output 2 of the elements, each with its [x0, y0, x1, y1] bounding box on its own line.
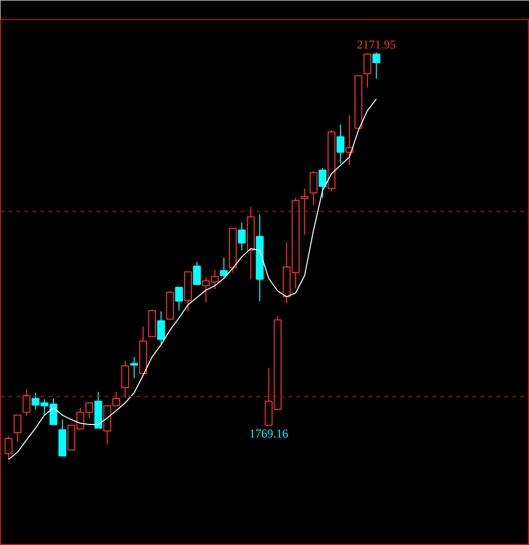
- annotation: 2171.95: [356, 38, 396, 52]
- annotation: 1769.16: [249, 426, 288, 440]
